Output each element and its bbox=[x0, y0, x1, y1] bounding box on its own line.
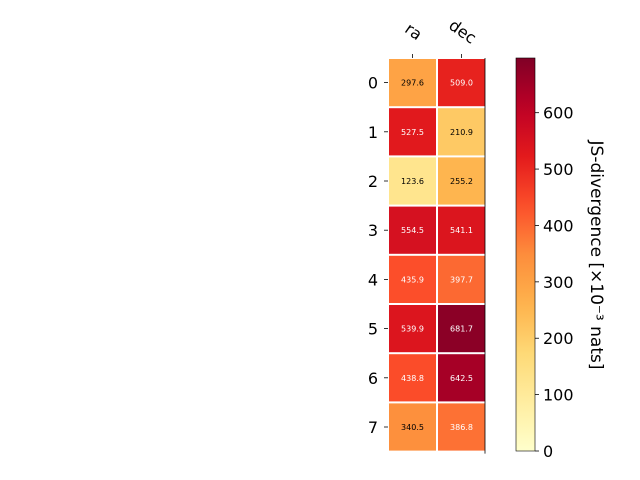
cell-value-label: 554.5 bbox=[401, 226, 424, 235]
colorbar-tick-label: 400 bbox=[543, 216, 574, 235]
heatmap-cell bbox=[438, 403, 485, 451]
heatmap-cell bbox=[389, 108, 436, 156]
row-label: 1 bbox=[368, 123, 378, 142]
cell-value-label: 509.0 bbox=[450, 79, 473, 88]
colorbar-tick-label: 300 bbox=[543, 273, 574, 292]
cell-value-label: 438.8 bbox=[401, 374, 424, 383]
heatmap-cell bbox=[389, 255, 436, 303]
colorbar-tick-label: 600 bbox=[543, 104, 574, 123]
colorbar-tick-label: 0 bbox=[543, 442, 553, 461]
heatmap-cell bbox=[389, 354, 436, 402]
heatmap-cell bbox=[389, 157, 436, 205]
colorbar-tick-label: 500 bbox=[543, 160, 574, 179]
colorbar-label: JS-divergence [×10⁻³ nats] bbox=[586, 140, 606, 370]
row-label: 6 bbox=[368, 369, 378, 388]
colorbar-tick-label: 200 bbox=[543, 329, 574, 348]
heatmap-cell bbox=[438, 108, 485, 156]
row-label: 2 bbox=[368, 172, 378, 191]
heatmap-cell bbox=[438, 59, 485, 107]
heatmap-cell bbox=[438, 157, 485, 205]
heatmap-cell bbox=[438, 255, 485, 303]
heatmap-cell bbox=[438, 305, 485, 353]
row-label: 7 bbox=[368, 418, 378, 437]
heatmap-cell bbox=[389, 59, 436, 107]
cell-value-label: 541.1 bbox=[450, 226, 473, 235]
cell-value-label: 210.9 bbox=[450, 128, 473, 137]
cell-value-label: 255.2 bbox=[450, 177, 473, 186]
cell-value-label: 386.8 bbox=[450, 423, 473, 432]
row-label: 3 bbox=[368, 221, 378, 240]
row-axis: 0 1 2 3 4 5 6 7 bbox=[368, 74, 388, 437]
row-label: 4 bbox=[368, 270, 378, 289]
colorbar-tick-label: 100 bbox=[543, 386, 574, 405]
colorbar: 0 100 200 300 400 500 600 bbox=[515, 57, 574, 461]
heatmap-cell bbox=[438, 206, 485, 254]
cell-value-label: 642.5 bbox=[450, 374, 473, 383]
row-label: 5 bbox=[368, 320, 378, 339]
cell-value-label: 527.5 bbox=[401, 128, 424, 137]
cell-value-label: 681.7 bbox=[450, 325, 473, 334]
cell-value-label: 539.9 bbox=[401, 325, 424, 334]
colorbar-gradient bbox=[515, 57, 536, 452]
heatmap-cell bbox=[438, 354, 485, 402]
cell-value-label: 435.9 bbox=[401, 275, 424, 284]
heatmap-cells: 297.6 509.0 527.5 210.9 123.6 255.2 554.5 541.1… bbox=[389, 58, 486, 454]
heatmap-cell bbox=[389, 305, 436, 353]
row-label: 0 bbox=[368, 74, 378, 93]
column-axis: ra dec bbox=[401, 15, 480, 58]
cell-value-label: 123.6 bbox=[401, 177, 424, 186]
cell-value-label: 297.6 bbox=[401, 79, 424, 88]
column-label: ra bbox=[401, 19, 425, 44]
column-label: dec bbox=[445, 15, 479, 47]
cell-value-label: 340.5 bbox=[401, 423, 424, 432]
cell-value-label: 397.7 bbox=[450, 275, 473, 284]
heatmap-cell bbox=[389, 206, 436, 254]
heatmap-cell bbox=[389, 403, 436, 451]
